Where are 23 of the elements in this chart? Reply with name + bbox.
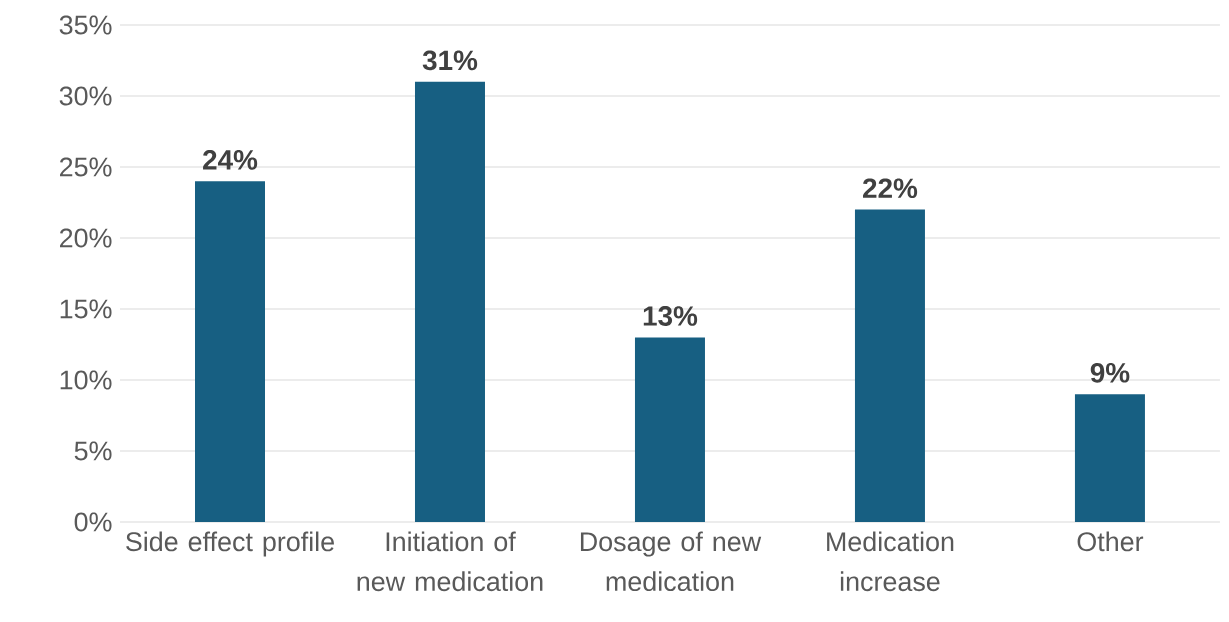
y-tick-label: 30% xyxy=(59,86,112,106)
data-label: 24% xyxy=(203,149,258,170)
x-tick-label: Side effect profile xyxy=(126,531,334,557)
bar xyxy=(634,337,705,522)
y-tick-label: 15% xyxy=(60,299,112,319)
x-tick-label: Other xyxy=(1077,531,1144,552)
y-tick-label: 35% xyxy=(59,15,112,35)
data-label: 13% xyxy=(643,306,698,326)
y-tick-label: 20% xyxy=(60,228,112,248)
y-tick-label: 5% xyxy=(74,441,112,461)
bar xyxy=(195,181,265,522)
y-tick-label: 0% xyxy=(74,512,112,532)
x-tick-label: Dosage of new medication xyxy=(580,531,762,592)
data-label: 9% xyxy=(1090,362,1130,383)
bar xyxy=(414,81,485,522)
x-tick-label: Initiation of new medication xyxy=(357,531,543,592)
data-label: 22% xyxy=(863,178,918,199)
data-label: 31% xyxy=(422,50,478,71)
bar xyxy=(854,209,925,522)
y-tick-label: 10% xyxy=(60,370,112,390)
x-tick-label: Medication increase xyxy=(827,531,954,592)
y-tick-label: 25% xyxy=(60,157,112,177)
bar xyxy=(1074,394,1145,522)
